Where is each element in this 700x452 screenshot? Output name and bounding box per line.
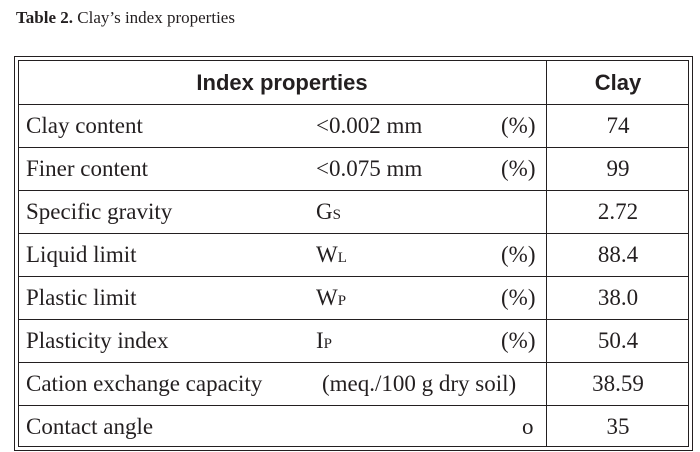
- row-value: 38.59: [592, 371, 644, 396]
- symbol-main: W: [316, 285, 338, 310]
- row-value: 2.72: [597, 199, 639, 224]
- index-properties-table: Index properties Clay Clay content <0.00…: [14, 56, 693, 451]
- row-property: Liquid limit: [26, 242, 137, 267]
- row-value: 35: [606, 414, 630, 439]
- row-unit: (%): [501, 328, 536, 353]
- row-value: 50.4: [597, 328, 639, 353]
- row-value: 74: [606, 113, 630, 138]
- symbol-main: I: [316, 328, 324, 353]
- row-divider: [18, 190, 689, 191]
- row-divider: [18, 362, 689, 363]
- row-divider: [18, 319, 689, 320]
- column-divider: [546, 60, 547, 447]
- row-unit: (%): [501, 113, 536, 138]
- row-divider: [18, 147, 689, 148]
- table-outer-border: [14, 56, 693, 451]
- row-condition: <0.075 mm: [316, 156, 423, 181]
- symbol-sub: L: [337, 250, 347, 266]
- row-property: Cation exchange capacity: [26, 371, 263, 396]
- row-unit: (meq./100 g dry soil): [322, 371, 517, 396]
- row-unit: o: [522, 414, 534, 439]
- row-property: Specific gravity: [26, 199, 173, 224]
- row-divider: [18, 233, 689, 234]
- row-symbol: WL: [316, 242, 347, 271]
- symbol-sub: P: [323, 336, 333, 352]
- row-condition: <0.002 mm: [316, 113, 423, 138]
- caption-text: Clay’s index properties: [73, 8, 235, 27]
- row-symbol: IP: [316, 328, 332, 357]
- table-caption: Table 2. Clay’s index properties: [16, 8, 235, 28]
- row-property: Contact angle: [26, 414, 154, 439]
- row-symbol: WP: [316, 285, 346, 314]
- row-unit: (%): [501, 285, 536, 310]
- row-divider: [18, 405, 689, 406]
- symbol-main: G: [316, 199, 333, 224]
- row-symbol: GS: [316, 199, 341, 228]
- row-property: Clay content: [26, 113, 143, 138]
- row-unit: (%): [501, 156, 536, 181]
- row-value: 88.4: [597, 242, 639, 267]
- row-divider: [18, 104, 689, 105]
- symbol-main: W: [316, 242, 338, 267]
- caption-label: Table 2.: [16, 8, 74, 27]
- row-property: Finer content: [26, 156, 148, 181]
- row-divider: [18, 276, 689, 277]
- row-property: Plastic limit: [26, 285, 137, 310]
- row-unit: (%): [501, 242, 536, 267]
- symbol-sub: P: [337, 293, 347, 309]
- header-index-properties: Index properties: [196, 70, 368, 95]
- symbol-sub: S: [332, 207, 341, 223]
- row-value: 38.0: [597, 285, 639, 310]
- row-property: Plasticity index: [26, 328, 169, 353]
- header-clay: Clay: [594, 70, 642, 95]
- table-inner-border: [18, 60, 689, 447]
- row-value: 99: [606, 156, 630, 181]
